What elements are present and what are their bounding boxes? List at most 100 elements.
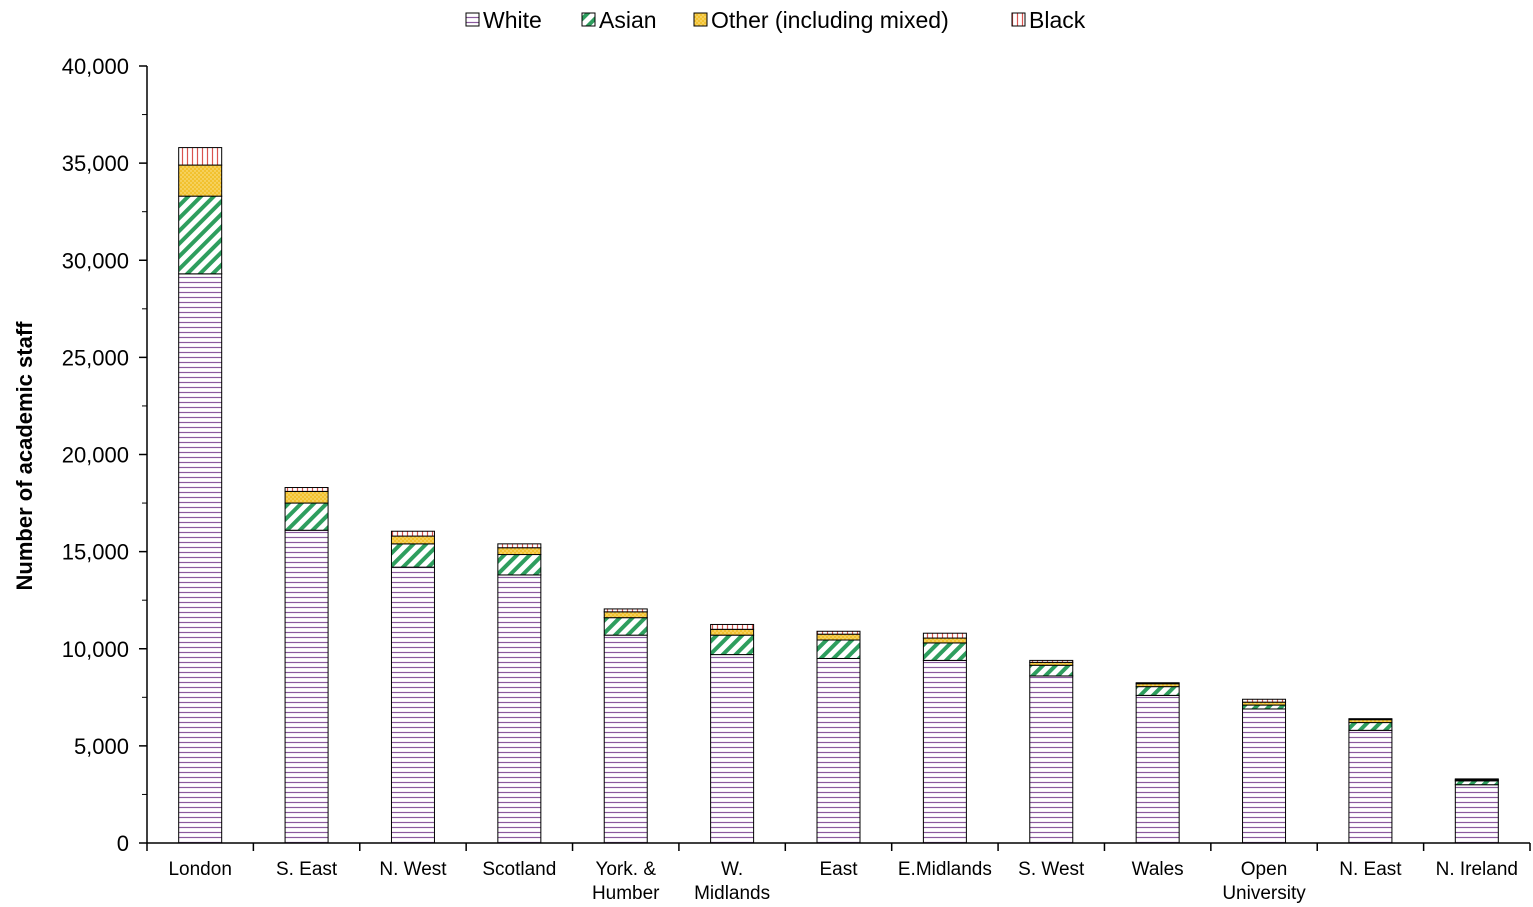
bar-stack xyxy=(1348,718,1393,844)
bar-segment-white xyxy=(603,634,648,844)
bar-stack xyxy=(1242,698,1287,844)
legend: White Asian Other (including mixed) Black xyxy=(465,7,1086,33)
x-tick-label: East xyxy=(819,859,858,880)
bar-segment-black xyxy=(178,147,223,166)
x-tick-label: E.Midlands xyxy=(898,859,992,880)
y-tick-label: 20,000 xyxy=(62,443,129,468)
bar-segment-white xyxy=(1135,694,1180,844)
x-tick-label: N. Ireland xyxy=(1436,859,1518,880)
bar-stack xyxy=(816,630,861,844)
x-tick-label: W. xyxy=(721,859,743,880)
bar-segment-white xyxy=(390,566,435,844)
bar-segment-white xyxy=(1242,708,1287,844)
bar-segment-white xyxy=(922,659,967,844)
x-tick-label: Midlands xyxy=(694,883,770,904)
legend-swatch xyxy=(1011,12,1026,27)
bar-stack xyxy=(603,608,648,844)
bar-stack xyxy=(1454,778,1499,844)
legend-item: Other (including mixed) xyxy=(693,7,949,33)
y-tick-label: 0 xyxy=(117,831,129,856)
x-tick-label: S. East xyxy=(276,859,338,880)
bar-segment-black xyxy=(1348,718,1393,721)
bar-stack xyxy=(497,543,542,844)
bar-segment-asian xyxy=(390,543,435,568)
x-tick-label: Open xyxy=(1241,859,1287,880)
bar-segment-asian xyxy=(284,502,329,531)
bar-stack xyxy=(710,623,755,844)
bar-segment-other xyxy=(710,628,755,636)
bar-segment-other xyxy=(497,547,542,556)
bar-segment-asian xyxy=(497,554,542,576)
x-tick-label: Scotland xyxy=(482,859,556,880)
y-axis: 0 5,000 10,000 15,000 20,000 25,000 30,000 35,0… xyxy=(62,54,148,856)
bar-segment-asian xyxy=(1135,686,1180,696)
bar-segment-asian xyxy=(603,617,648,636)
bar-segment-white xyxy=(710,654,755,844)
bar-stack xyxy=(1029,659,1074,844)
x-tick-label: Wales xyxy=(1132,859,1184,880)
bar-segment-white xyxy=(816,657,861,844)
legend-label: Black xyxy=(1029,7,1086,33)
y-tick-label: 25,000 xyxy=(62,345,129,370)
bar-segment-white xyxy=(1454,784,1499,844)
bar-segment-white xyxy=(1029,675,1074,844)
bar-segment-black xyxy=(1242,698,1287,703)
bar-stack xyxy=(284,487,329,844)
bar-stack xyxy=(1135,682,1180,844)
bar-segment-black xyxy=(390,530,435,537)
bar-segment-asian xyxy=(922,642,967,661)
bar-segment-asian xyxy=(1348,722,1393,731)
bar-segment-other xyxy=(922,637,967,644)
bar-segment-black xyxy=(603,608,648,613)
bar-segment-asian xyxy=(816,639,861,659)
bar-segment-other xyxy=(390,535,435,545)
bars xyxy=(178,147,1499,844)
legend-label: Asian xyxy=(599,7,657,33)
x-tick-label: York. & xyxy=(595,859,656,880)
bar-segment-white xyxy=(284,529,329,844)
bar-segment-white xyxy=(497,574,542,844)
bar-segment-asian xyxy=(710,634,755,656)
bar-segment-black xyxy=(816,630,861,635)
legend-swatch xyxy=(465,12,480,27)
bar-segment-black xyxy=(1029,659,1074,663)
x-tick-label: Humber xyxy=(592,883,660,904)
legend-item: Black xyxy=(1011,7,1086,33)
y-tick-label: 5,000 xyxy=(74,734,129,759)
legend-item: Asian xyxy=(581,7,657,33)
legend-label: White xyxy=(483,7,542,33)
legend-swatch xyxy=(693,12,708,27)
y-tick-label: 10,000 xyxy=(62,637,129,662)
x-tick-label: N. East xyxy=(1339,859,1402,880)
legend-swatch xyxy=(581,12,596,27)
bar-segment-asian xyxy=(1029,664,1074,677)
x-tick-label: London xyxy=(168,859,231,880)
bar-segment-other xyxy=(284,490,329,504)
bar-segment-black xyxy=(710,623,755,630)
bar-segment-other xyxy=(178,164,223,197)
bar-segment-white xyxy=(178,273,223,844)
y-tick-label: 35,000 xyxy=(62,151,129,176)
bar-segment-white xyxy=(1348,729,1393,844)
y-tick-label: 15,000 xyxy=(62,540,129,565)
bar-segment-asian xyxy=(1454,780,1499,786)
bar-segment-other xyxy=(816,633,861,641)
legend-item: White xyxy=(465,7,542,33)
y-axis-title: Number of academic staff xyxy=(12,321,37,591)
x-tick-label: N. West xyxy=(379,859,447,880)
bar-segment-black xyxy=(284,487,329,492)
bar-segment-black xyxy=(1135,682,1180,685)
bar-stack xyxy=(390,530,435,844)
bar-segment-black xyxy=(497,543,542,549)
bar-segment-asian xyxy=(1242,704,1287,710)
bar-stack xyxy=(922,632,967,844)
legend-label: Other (including mixed) xyxy=(711,7,949,33)
bar-segment-asian xyxy=(178,195,223,275)
bar-segment-black xyxy=(1454,778,1499,781)
bar-stack xyxy=(178,147,223,844)
x-tick-label: University xyxy=(1222,883,1306,904)
x-axis: London S. East N. West Scotland York. & Humbe… xyxy=(146,842,1531,904)
y-tick-label: 40,000 xyxy=(62,54,129,79)
